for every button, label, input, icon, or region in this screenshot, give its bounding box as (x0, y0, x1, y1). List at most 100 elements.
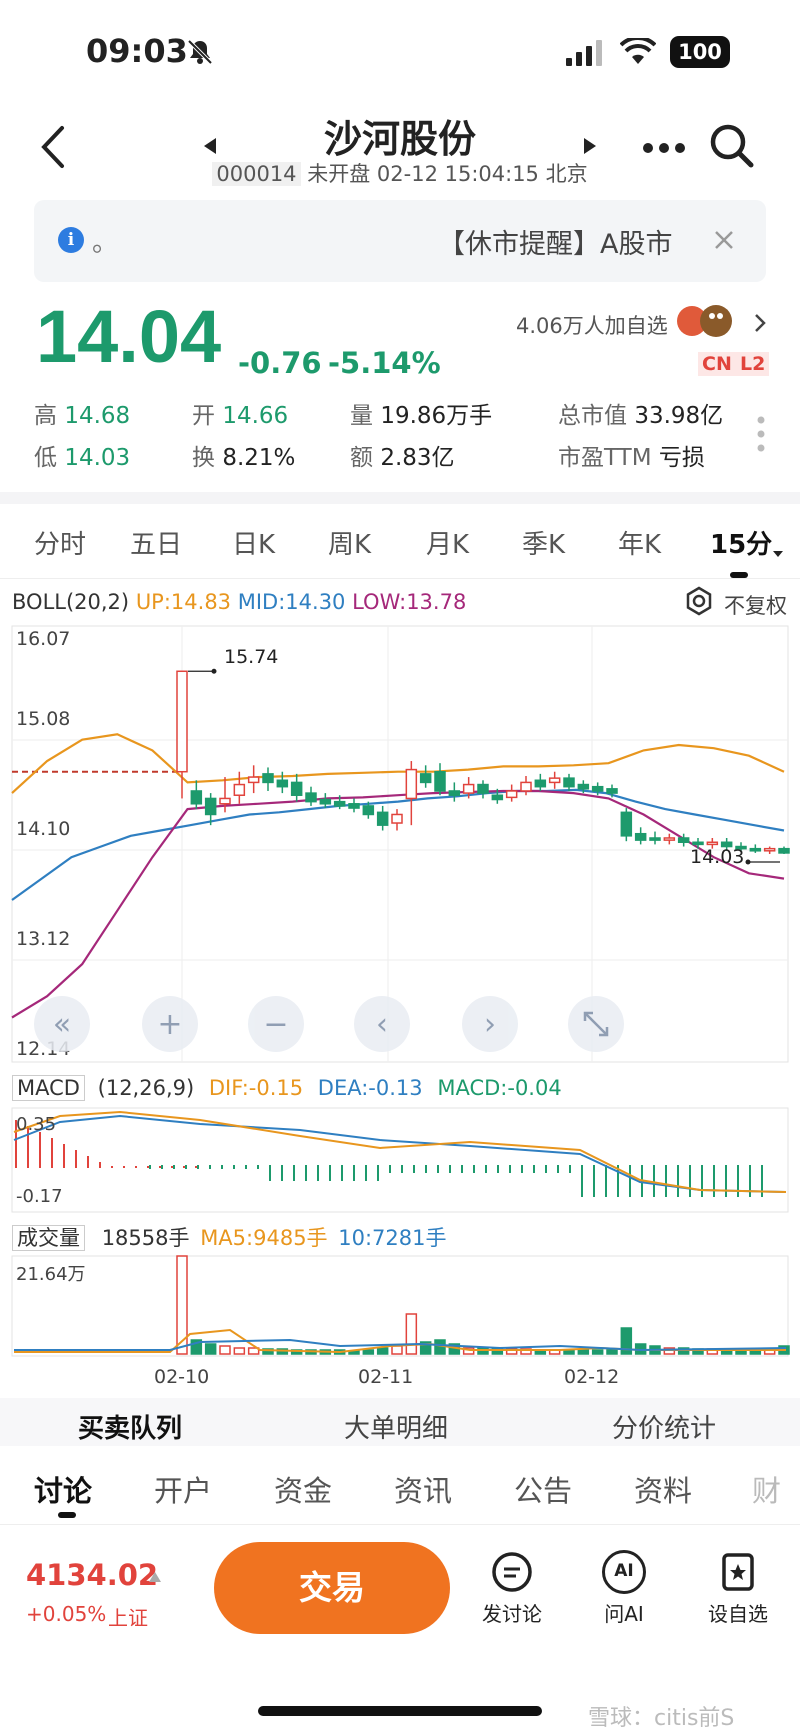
settings-icon[interactable] (684, 586, 714, 616)
tab-finance[interactable]: 财 (752, 1474, 782, 1508)
candle (677, 833, 690, 847)
boll-low: LOW:13.78 (352, 590, 467, 614)
zoom-in-icon[interactable]: + (142, 996, 198, 1052)
notice-banner[interactable]: i 。 【休市提醒】A股市 (34, 200, 766, 282)
candle-body (477, 783, 489, 794)
stat-label: 换 (192, 445, 215, 471)
candle-body (677, 837, 690, 844)
candle (333, 795, 346, 810)
battery-level: 100 (678, 40, 722, 64)
wifi-icon (619, 35, 657, 66)
trade-button[interactable]: 交易 (214, 1542, 450, 1634)
candle-body (333, 800, 346, 807)
tab-quarterly[interactable]: 季K (522, 530, 566, 560)
search-icon[interactable] (708, 122, 756, 170)
expand-dots-icon[interactable] (756, 414, 766, 454)
back-icon[interactable] (34, 122, 74, 172)
candle-body (706, 841, 719, 846)
stat-low: 低 14.03 (34, 438, 130, 472)
sub-tab-order-queue[interactable]: 买卖队列 (78, 1414, 183, 1444)
user-avatars[interactable] (676, 302, 740, 340)
boll-header: BOLL(20,2) UP:14.83 MID:14.30 LOW:13.78 (12, 590, 792, 620)
chevron-right-icon[interactable] (752, 312, 768, 334)
boll-title: BOLL(20,2) (12, 590, 130, 614)
signal-icon (566, 40, 606, 66)
status-time: 09:03 (86, 32, 188, 70)
sub-tab-price-stats[interactable]: 分价统计 (612, 1414, 717, 1444)
zoom-reset-icon[interactable]: « (34, 996, 90, 1052)
tab-open-account[interactable]: 开户 (154, 1474, 213, 1508)
boll-low-line (11, 789, 785, 1019)
watchers-count[interactable]: 4.06万人加自选 (516, 314, 668, 338)
volume-ma10-line (14, 1338, 787, 1352)
ask-ai-button[interactable]: AI 问AI (584, 1550, 664, 1640)
candle (520, 776, 532, 796)
next-stock-icon[interactable] (580, 136, 598, 156)
candle (577, 780, 590, 794)
candle-body (606, 788, 618, 794)
candle (634, 827, 647, 845)
pan-right-icon[interactable]: › (462, 996, 518, 1052)
tab-yearly[interactable]: 年K (618, 530, 662, 560)
tab-announcements[interactable]: 公告 (514, 1474, 573, 1508)
close-icon[interactable] (710, 226, 738, 254)
macd-y-bottom: -0.17 (16, 1186, 63, 1207)
divider (0, 1524, 800, 1525)
caret-down-icon[interactable] (772, 536, 784, 557)
tab-profile[interactable]: 资料 (634, 1474, 693, 1508)
candle (649, 831, 661, 845)
candle (376, 805, 389, 831)
tab-monthly[interactable]: 月K (426, 530, 470, 560)
post-discussion-button[interactable]: 发讨论 (472, 1550, 552, 1640)
volume-current: 18558手 (101, 1226, 190, 1250)
prev-stock-icon[interactable] (202, 136, 220, 156)
volume-bar (577, 1349, 590, 1355)
battery-icon: 100 (670, 36, 730, 68)
tab-15min[interactable]: 15分 (710, 530, 773, 560)
stat-value: 亏损 (658, 445, 705, 471)
stat-turnover: 换 8.21% (192, 438, 295, 472)
badge-l2: L2 (736, 352, 770, 376)
stat-value: 8.21% (222, 445, 296, 471)
stat-label: 总市值 (558, 403, 627, 429)
volume-bar (247, 1347, 260, 1355)
tab-funds[interactable]: 资金 (274, 1474, 333, 1508)
adjust-toggle[interactable]: 不复权 (724, 594, 787, 618)
stat-value: 33.98亿 (634, 403, 724, 429)
tab-discussion[interactable]: 讨论 (34, 1474, 93, 1508)
candle (606, 784, 618, 798)
candle (706, 837, 719, 849)
candle (305, 786, 317, 806)
tab-intraday[interactable]: 分时 (34, 530, 87, 560)
add-watchlist-button[interactable]: 设自选 (698, 1550, 778, 1640)
candle-body (247, 776, 260, 784)
candle-body (692, 841, 704, 846)
sub-tab-large-orders[interactable]: 大单明细 (344, 1414, 449, 1444)
fullscreen-icon[interactable] (568, 996, 624, 1052)
more-icon[interactable] (642, 140, 686, 154)
tab-daily[interactable]: 日K (232, 530, 276, 560)
current-price: 14.04 (36, 295, 222, 378)
volume-bar (405, 1313, 418, 1355)
macd-y-top: 0.35 (16, 1114, 57, 1135)
zoom-out-icon[interactable]: − (248, 996, 304, 1052)
index-value[interactable]: 4134.02 (26, 1558, 159, 1592)
tab-news[interactable]: 资讯 (394, 1474, 453, 1508)
macd-dif: DIF:-0.15 (208, 1076, 304, 1100)
tab-weekly[interactable]: 周K (328, 530, 372, 560)
candle-body (319, 798, 332, 805)
volume-chart[interactable]: 21.64万 (0, 1254, 800, 1358)
volume-bar (204, 1343, 217, 1355)
candle-body (462, 783, 475, 794)
candle-body (276, 779, 289, 788)
candle-chart-svg (11, 625, 790, 1063)
candle-body (362, 805, 375, 816)
pan-left-icon[interactable]: ‹ (354, 996, 410, 1052)
volume-chart-svg (11, 1255, 790, 1357)
candle-chart[interactable]: 16.07 15.08 14.10 13.12 12.14 15.74 14.0… (0, 622, 800, 1066)
stat-label: 低 (34, 445, 57, 471)
macd-chart[interactable]: 0.35 -0.17 (0, 1106, 800, 1214)
tab-five-day[interactable]: 五日 (130, 530, 183, 560)
stat-market-cap: 总市值 33.98亿 (558, 396, 723, 430)
volume-bar (606, 1349, 618, 1355)
